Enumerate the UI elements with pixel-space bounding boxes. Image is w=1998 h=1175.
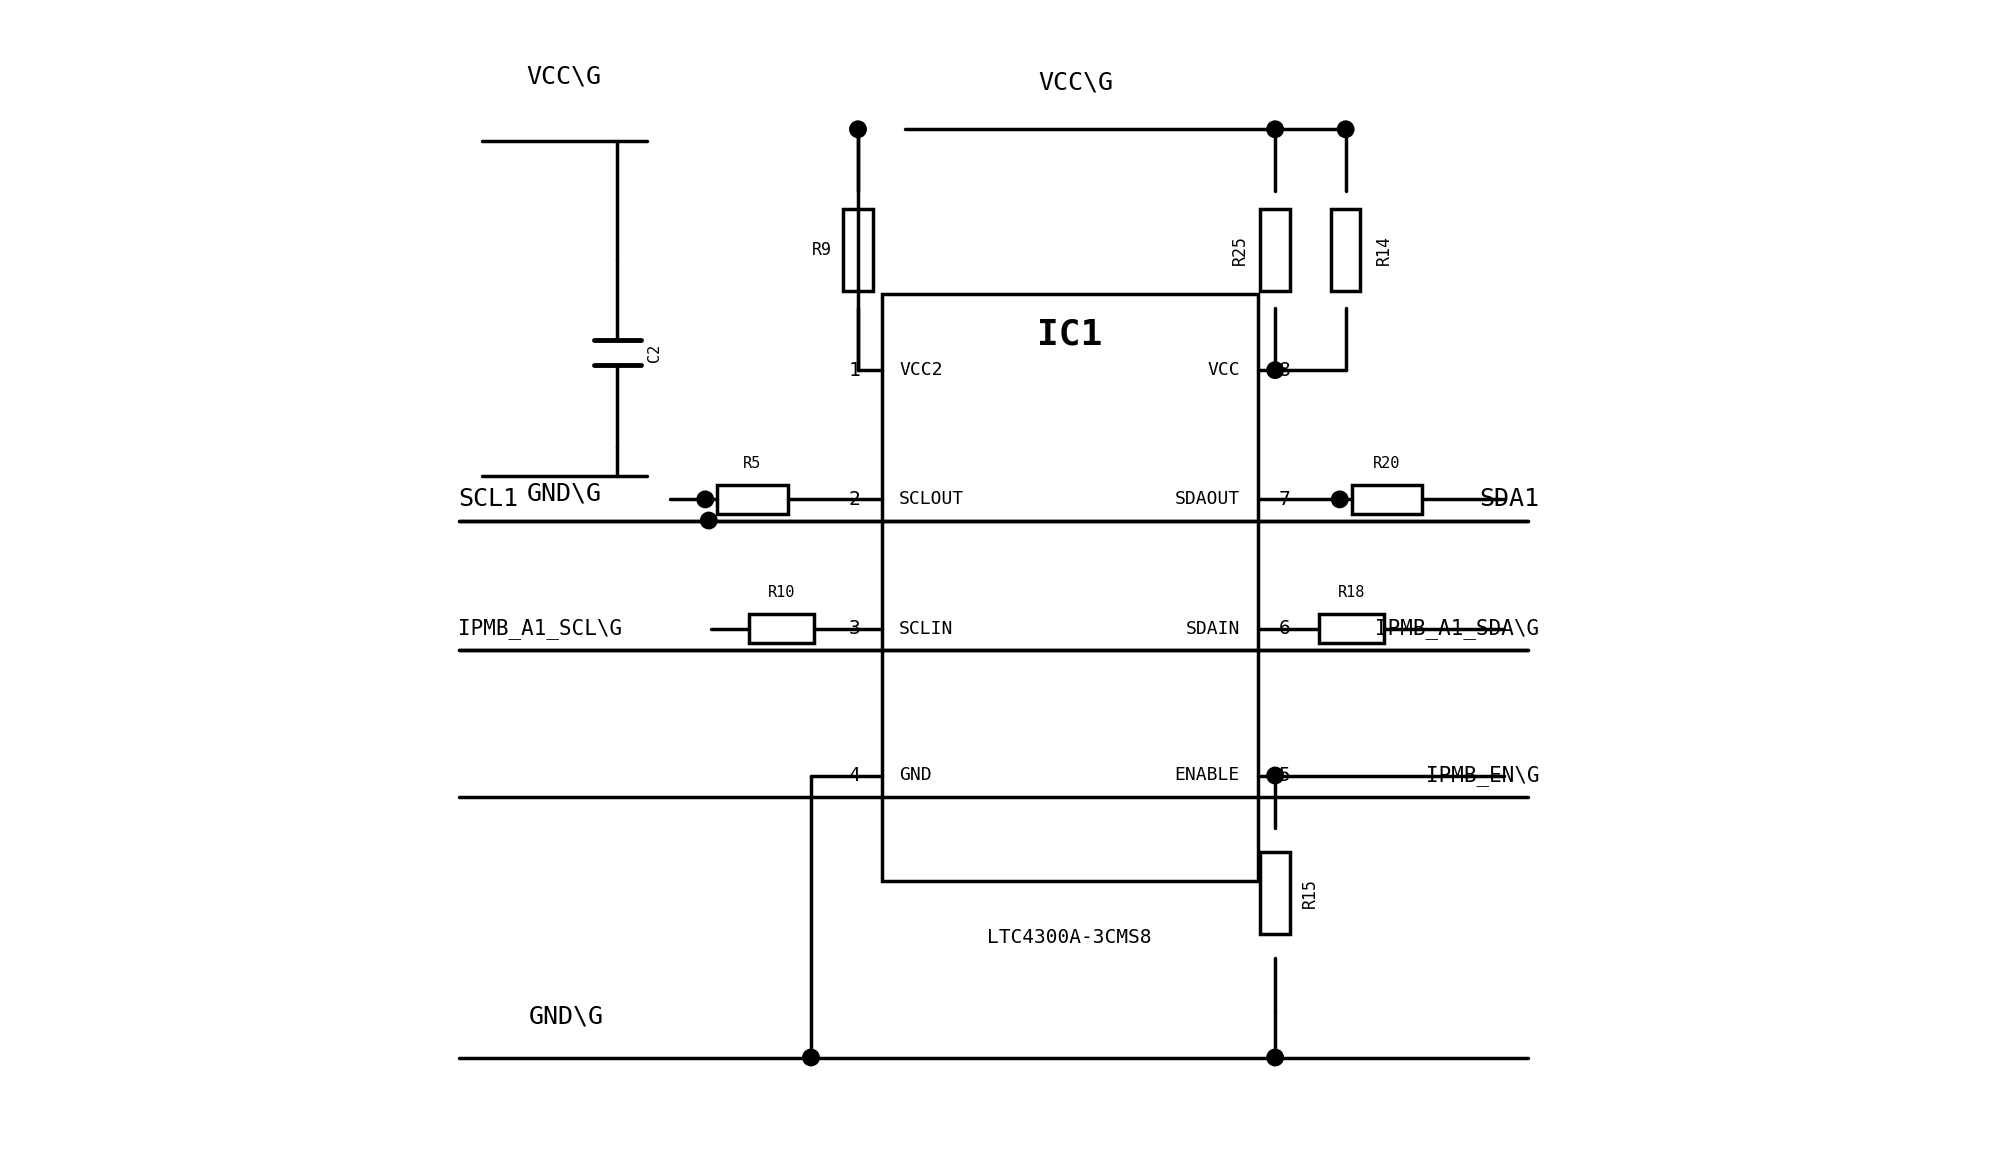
Circle shape xyxy=(1267,767,1283,784)
Text: SCLOUT: SCLOUT xyxy=(899,490,965,509)
Text: IC1: IC1 xyxy=(1037,317,1103,351)
Text: SDA1: SDA1 xyxy=(1479,488,1540,511)
Bar xyxy=(1261,852,1291,934)
Text: ENABLE: ENABLE xyxy=(1175,766,1241,785)
Text: R5: R5 xyxy=(743,456,761,471)
Text: R10: R10 xyxy=(767,585,795,599)
Bar xyxy=(1319,613,1385,644)
Text: 8: 8 xyxy=(1279,361,1291,380)
Text: IPMB_A1_SCL\G: IPMB_A1_SCL\G xyxy=(458,618,623,639)
Bar xyxy=(1351,484,1423,515)
Text: VCC\G: VCC\G xyxy=(1037,70,1113,94)
Text: R14: R14 xyxy=(1375,235,1393,264)
Text: SCL1: SCL1 xyxy=(458,488,519,511)
Text: R20: R20 xyxy=(1373,456,1401,471)
Circle shape xyxy=(1267,1049,1283,1066)
Text: IPMB_A1_SDA\G: IPMB_A1_SDA\G xyxy=(1375,618,1540,639)
Text: R15: R15 xyxy=(1301,878,1319,908)
Text: 4: 4 xyxy=(849,766,861,785)
Text: 3: 3 xyxy=(849,619,861,638)
Circle shape xyxy=(701,512,717,529)
Bar xyxy=(843,209,873,290)
Text: R25: R25 xyxy=(1231,235,1249,264)
Circle shape xyxy=(1331,491,1349,508)
Circle shape xyxy=(1337,121,1355,137)
Text: 2: 2 xyxy=(849,490,861,509)
Text: IPMB_EN\G: IPMB_EN\G xyxy=(1427,765,1540,786)
Text: GND\G: GND\G xyxy=(529,1005,603,1028)
Text: R18: R18 xyxy=(1339,585,1365,599)
Circle shape xyxy=(1267,121,1283,137)
Text: 1: 1 xyxy=(849,361,861,380)
Text: VCC2: VCC2 xyxy=(899,361,943,380)
Text: 6: 6 xyxy=(1279,619,1291,638)
Text: VCC\G: VCC\G xyxy=(527,65,601,88)
Text: C2: C2 xyxy=(647,343,661,362)
Text: 7: 7 xyxy=(1279,490,1291,509)
Text: VCC: VCC xyxy=(1207,361,1241,380)
Circle shape xyxy=(1267,362,1283,378)
Text: GND\G: GND\G xyxy=(527,482,601,505)
Bar xyxy=(1331,209,1361,290)
Circle shape xyxy=(849,121,867,137)
Bar xyxy=(881,294,1257,881)
Bar xyxy=(749,613,813,644)
Text: LTC4300A-3CMS8: LTC4300A-3CMS8 xyxy=(987,928,1151,947)
Text: SDAIN: SDAIN xyxy=(1185,619,1241,638)
Bar xyxy=(717,484,787,515)
Text: SDAOUT: SDAOUT xyxy=(1175,490,1241,509)
Circle shape xyxy=(803,1049,819,1066)
Text: 5: 5 xyxy=(1279,766,1291,785)
Circle shape xyxy=(697,491,713,508)
Bar xyxy=(1261,209,1291,290)
Text: SCLIN: SCLIN xyxy=(899,619,953,638)
Text: GND: GND xyxy=(899,766,931,785)
Text: R9: R9 xyxy=(811,241,831,258)
